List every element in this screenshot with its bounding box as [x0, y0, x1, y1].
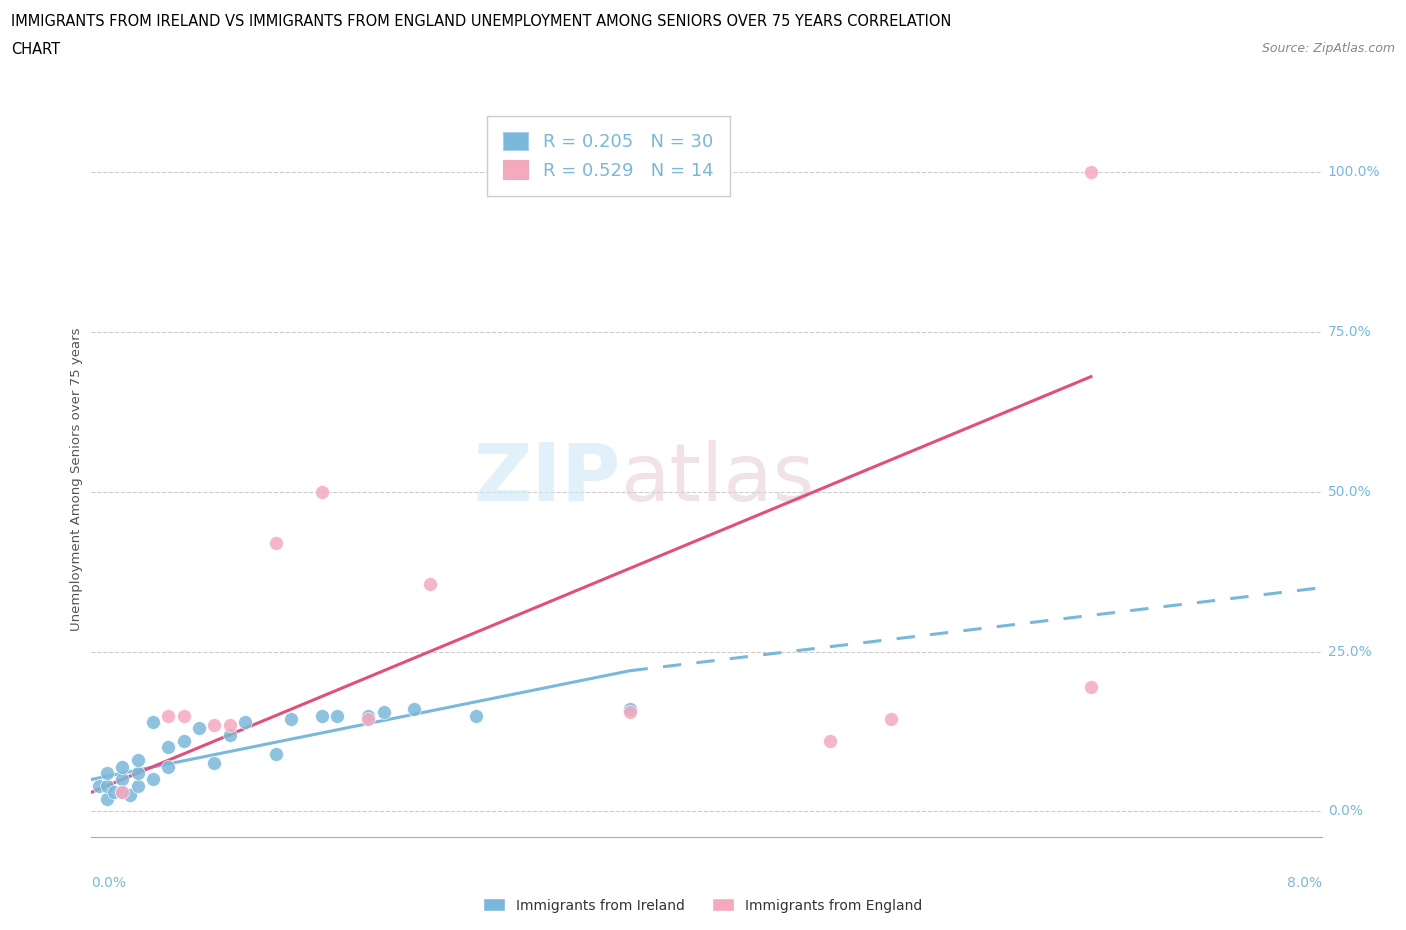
Text: 25.0%: 25.0% [1327, 644, 1371, 658]
Point [357, 711, 380, 726]
Point [87, 778, 110, 793]
Point [157, 708, 180, 723]
Point [464, 708, 486, 723]
Point [373, 705, 395, 720]
Point [173, 708, 195, 723]
Point [96, 778, 118, 793]
Legend: Immigrants from Ireland, Immigrants from England: Immigrants from Ireland, Immigrants from… [478, 894, 928, 919]
Point [264, 536, 287, 551]
Point [96, 765, 118, 780]
Point [880, 711, 903, 726]
Point [619, 705, 641, 720]
Text: ZIP: ZIP [474, 440, 620, 518]
Text: 100.0%: 100.0% [1327, 165, 1381, 179]
Point [127, 753, 149, 768]
Text: 8.0%: 8.0% [1286, 876, 1322, 890]
Point [357, 708, 380, 723]
Point [311, 708, 333, 723]
Point [202, 756, 225, 771]
Text: Source: ZipAtlas.com: Source: ZipAtlas.com [1261, 42, 1395, 55]
Point [127, 765, 149, 780]
Point [619, 701, 641, 716]
Point [326, 708, 349, 723]
Point [103, 785, 125, 800]
Text: 50.0%: 50.0% [1327, 485, 1371, 498]
Point [264, 747, 287, 762]
Point [157, 740, 180, 755]
Point [202, 718, 225, 733]
Point [818, 734, 841, 749]
Point [127, 778, 149, 793]
Point [233, 714, 256, 729]
Text: 75.0%: 75.0% [1327, 325, 1371, 339]
Point [96, 791, 118, 806]
Text: atlas: atlas [620, 440, 814, 518]
Point [218, 718, 240, 733]
Point [142, 714, 165, 729]
Point [404, 701, 426, 716]
Point [311, 485, 333, 499]
Point [111, 772, 134, 787]
Point [1080, 165, 1102, 179]
Point [280, 711, 302, 726]
Point [111, 785, 134, 800]
Point [118, 788, 141, 803]
Point [188, 721, 211, 736]
Point [1080, 679, 1102, 694]
Legend: R = 0.205   N = 30, R = 0.529   N = 14: R = 0.205 N = 30, R = 0.529 N = 14 [486, 115, 730, 196]
Point [157, 759, 180, 774]
Point [419, 577, 441, 591]
Point [142, 772, 165, 787]
Text: 0.0%: 0.0% [1327, 804, 1362, 818]
Point [173, 734, 195, 749]
Text: IMMIGRANTS FROM IRELAND VS IMMIGRANTS FROM ENGLAND UNEMPLOYMENT AMONG SENIORS OV: IMMIGRANTS FROM IRELAND VS IMMIGRANTS FR… [11, 14, 952, 29]
Point [218, 727, 240, 742]
Y-axis label: Unemployment Among Seniors over 75 years: Unemployment Among Seniors over 75 years [70, 327, 83, 631]
Point [111, 785, 134, 800]
Text: CHART: CHART [11, 42, 60, 57]
Text: 0.0%: 0.0% [91, 876, 127, 890]
Point [111, 759, 134, 774]
